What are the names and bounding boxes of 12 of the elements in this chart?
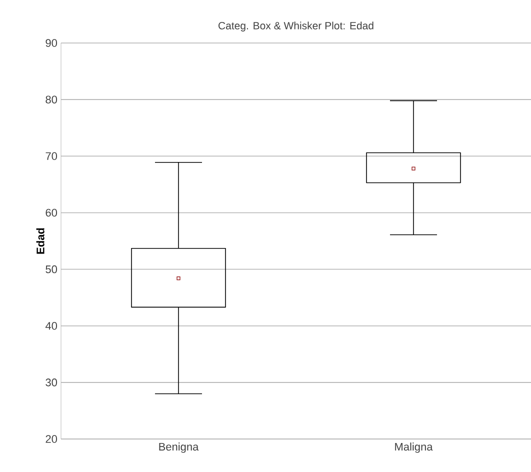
y-tick-label: 40	[45, 322, 58, 330]
y-tick-label: 90	[46, 39, 58, 47]
y-axis-title: Edad	[36, 228, 44, 254]
x-tick-label: Benigna	[159, 442, 199, 453]
y-tick-label: 80	[46, 96, 58, 104]
y-tick-label: 60	[46, 208, 58, 217]
x-tick-label: Maligna	[395, 442, 433, 453]
y-tick-label: 50	[46, 265, 58, 274]
y-tick-label: 20	[46, 435, 58, 443]
y-tick-label: 30	[46, 378, 58, 386]
y-tick-label: 70	[46, 152, 58, 160]
chart-title: Categ. Box & Whisker Plot: Edad	[218, 22, 374, 32]
